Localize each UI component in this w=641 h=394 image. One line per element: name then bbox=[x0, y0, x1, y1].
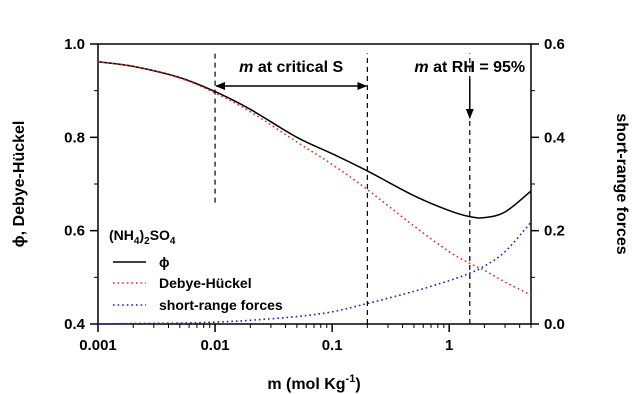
y-left-tick-label: 0.4 bbox=[64, 316, 86, 333]
y-right-tick-label: 0.0 bbox=[544, 316, 565, 333]
x-axis-title: m (mol Kg-1) bbox=[267, 373, 360, 393]
y-right-axis-title: short-range forces bbox=[613, 113, 630, 254]
annotation-critical-s: m at critical S bbox=[239, 59, 343, 76]
annotation-rh-95: m at RH = 95% bbox=[414, 59, 525, 76]
y-right-tick-label: 0.6 bbox=[544, 36, 565, 53]
legend-label-short-range: short-range forces bbox=[159, 297, 283, 313]
y-right-tick-label: 0.4 bbox=[544, 129, 566, 146]
x-tick-label: 1 bbox=[445, 337, 453, 354]
x-tick-label: 0.01 bbox=[200, 337, 229, 354]
legend-label-debye-huckel: Debye-Hückel bbox=[159, 275, 252, 291]
legend-label-phi: ϕ bbox=[159, 254, 170, 270]
legend: (NH4)2SO4 ϕ Debye-Hückel short-range for… bbox=[109, 227, 283, 313]
axis-ticks: 0.001 0.01 0.1 1 0.4 0.6 0.8 1.0 0.0 0.2 0.4 0.6 bbox=[64, 36, 565, 354]
y-left-tick-label: 0.8 bbox=[64, 129, 85, 146]
series-phi-line bbox=[97, 60, 532, 219]
y-left-axis-title: ϕ, Debye-Hückel bbox=[11, 121, 28, 248]
y-left-tick-label: 0.6 bbox=[64, 223, 85, 240]
vertical-markers bbox=[214, 53, 471, 324]
legend-title: (NH4)2SO4 bbox=[109, 227, 176, 247]
x-tick-label: 0.001 bbox=[79, 337, 117, 354]
series-group bbox=[97, 60, 532, 325]
series-short-range-line bbox=[97, 221, 532, 325]
x-tick-label: 0.1 bbox=[322, 337, 343, 354]
annotations: m at critical S m at RH = 95% bbox=[215, 59, 525, 119]
y-left-tick-label: 1.0 bbox=[64, 36, 85, 53]
y-right-tick-label: 0.2 bbox=[544, 223, 565, 240]
